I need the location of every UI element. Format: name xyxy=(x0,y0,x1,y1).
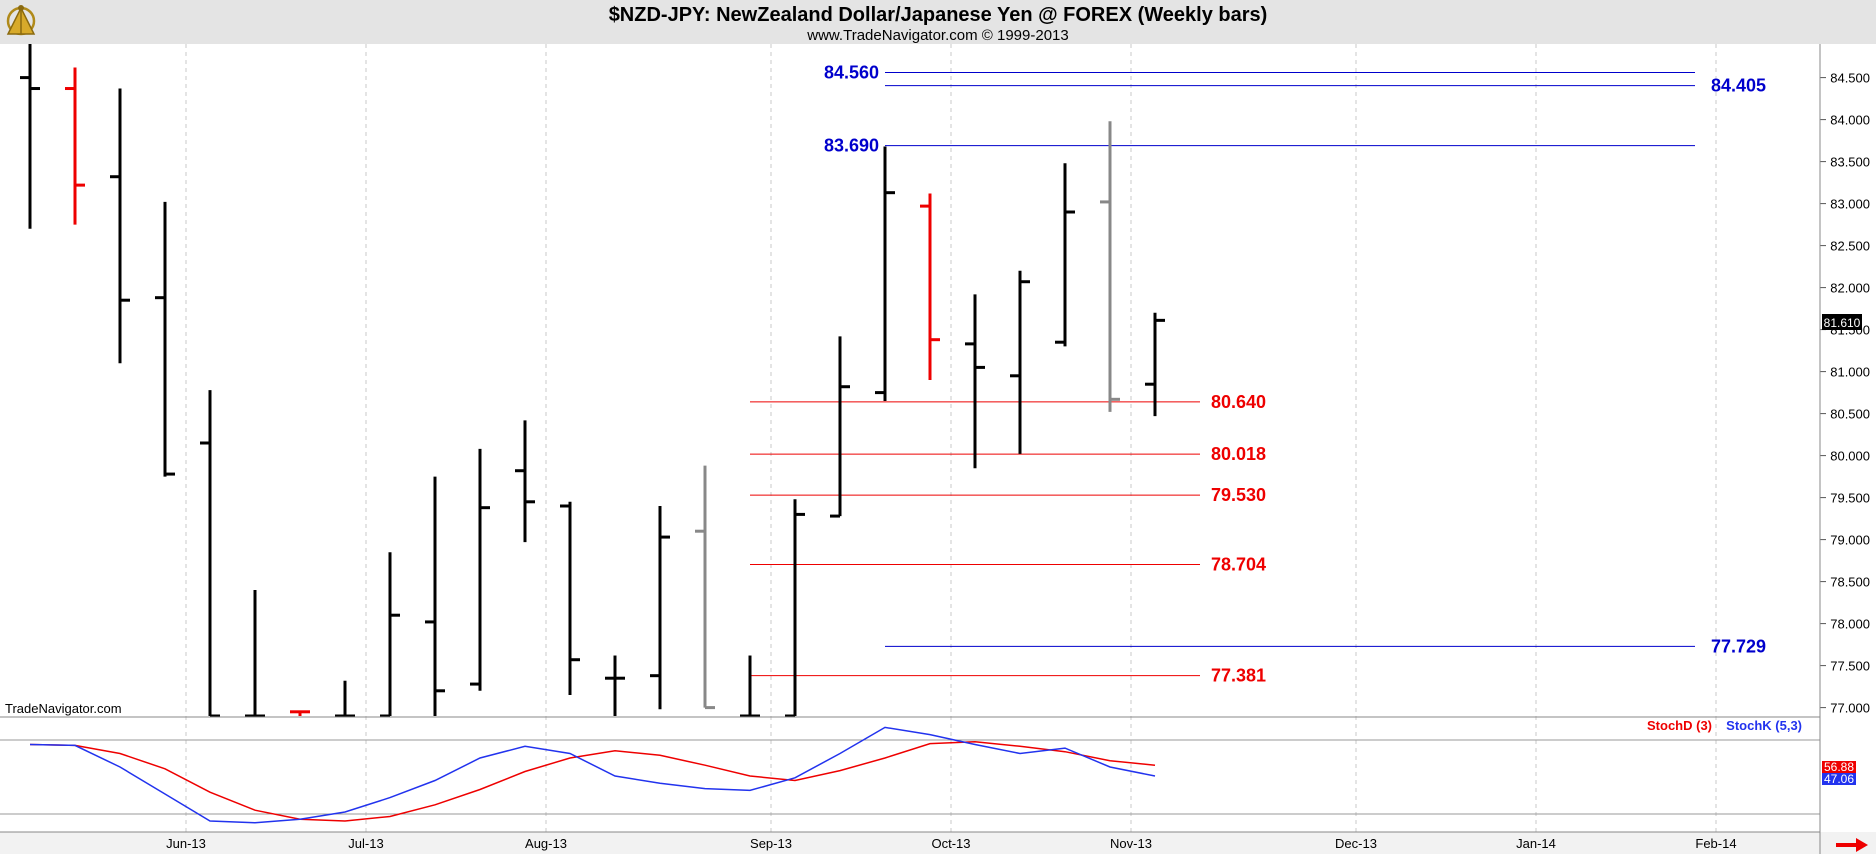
y-tick-label: 79.000 xyxy=(1830,533,1870,548)
y-tick-label: 83.000 xyxy=(1830,197,1870,212)
x-tick-label: Jun-13 xyxy=(166,836,206,851)
stoch-k-badge xyxy=(1822,773,1856,785)
y-tick-label: 80.000 xyxy=(1830,449,1870,464)
ohlc-bar xyxy=(875,146,895,401)
y-tick-label: 84.000 xyxy=(1830,113,1870,128)
x-tick-label: Jul-13 xyxy=(348,836,383,851)
x-axis-tick-labels: Jun-13 Jul-13 Aug-13 Sep-13 Oct-13 Nov-13 Dec-… xyxy=(166,836,1736,851)
support-label: 80.018 xyxy=(1211,444,1266,464)
last-price-badge xyxy=(1822,314,1862,330)
x-tick-label: Jan-14 xyxy=(1516,836,1556,851)
ohlc-bar xyxy=(920,193,940,380)
x-tick-label: Aug-13 xyxy=(525,836,567,851)
y-tick-label: 79.500 xyxy=(1830,491,1870,506)
ohlc-bar xyxy=(200,390,220,718)
y-tick-label: 82.500 xyxy=(1830,239,1870,254)
ohlc-bar xyxy=(380,552,400,718)
support-label: 77.381 xyxy=(1211,666,1266,686)
vertical-gridlines xyxy=(185,44,1717,832)
ohlc-bar xyxy=(1145,312,1165,417)
y-tick-label: 83.500 xyxy=(1830,155,1870,170)
x-tick-label: Oct-13 xyxy=(931,836,970,851)
ohlc-bar xyxy=(605,655,625,716)
stoch-d-badge xyxy=(1822,761,1856,773)
ohlc-bar xyxy=(695,465,715,710)
ohlc-bar xyxy=(740,655,760,718)
x-tick-label: Nov-13 xyxy=(1110,836,1152,851)
ohlc-bar xyxy=(785,499,805,718)
ohlc-bar xyxy=(1100,121,1120,412)
y-axis-tick-labels: 84.50084.00083.50083.00082.50082.00081.5… xyxy=(1830,71,1870,716)
watermark-text: TradeNavigator.com xyxy=(5,701,122,716)
ohlc-bar xyxy=(965,294,985,469)
ohlc-bar xyxy=(110,88,130,364)
y-tick-label: 78.500 xyxy=(1830,575,1870,590)
ohlc-bar xyxy=(515,420,535,543)
y-tick-label: 80.500 xyxy=(1830,407,1870,422)
stochastic-pane[interactable]: StochD (3) StochK (5,3) 56.88 47.06 xyxy=(0,718,1856,824)
ohlc-bar xyxy=(245,590,265,718)
ohlc-bar xyxy=(1010,270,1030,454)
stoch-k-legend: StochK (5,3) xyxy=(1726,718,1802,733)
header-strip xyxy=(0,0,1876,44)
ohlc-bar xyxy=(650,506,670,710)
chart-subtitle: www.TradeNavigator.com © 1999-2013 xyxy=(806,27,1068,44)
resistance-label: 84.405 xyxy=(1711,76,1766,96)
ohlc-bar xyxy=(20,44,40,229)
ohlc-bar xyxy=(425,476,445,716)
y-tick-label: 77.500 xyxy=(1830,659,1870,674)
support-label: 79.530 xyxy=(1211,485,1266,505)
resistance-label: 83.690 xyxy=(824,136,879,156)
chart-title: $NZD-JPY: NewZealand Dollar/Japanese Yen… xyxy=(609,4,1268,26)
support-resistance-levels: 84.560 84.405 83.690 77.729 80.640 80.018 79.5… xyxy=(750,63,1766,686)
y-tick-label: 82.000 xyxy=(1830,281,1870,296)
y-tick-label: 81.000 xyxy=(1830,365,1870,380)
price-pane[interactable]: 84.560 84.405 83.690 77.729 80.640 80.018 79.5… xyxy=(0,44,1870,832)
resistance-label: 77.729 xyxy=(1711,636,1766,656)
x-tick-label: Dec-13 xyxy=(1335,836,1377,851)
arrow-right-icon[interactable] xyxy=(1836,838,1868,852)
x-axis-strip xyxy=(0,832,1876,854)
x-tick-label: Sep-13 xyxy=(750,836,792,851)
ohlc-bar xyxy=(830,336,850,518)
y-tick-label: 77.000 xyxy=(1830,701,1870,716)
sextant-icon[interactable] xyxy=(6,5,36,36)
resistance-label: 84.560 xyxy=(824,63,879,83)
support-label: 80.640 xyxy=(1211,392,1266,412)
y-tick-label: 78.000 xyxy=(1830,617,1870,632)
ohlc-bar xyxy=(65,67,85,225)
ohlc-bar xyxy=(560,501,580,695)
stoch-k-last: 47.06 xyxy=(1824,772,1854,786)
stoch-k-line xyxy=(29,726,1156,824)
stoch-d-legend: StochD (3) xyxy=(1647,718,1712,733)
ohlc-bar xyxy=(155,201,175,477)
stoch-d-last: 56.88 xyxy=(1824,760,1854,774)
ohlc-bar xyxy=(1055,163,1075,347)
support-label: 78.704 xyxy=(1211,554,1266,574)
ohlc-bars xyxy=(20,44,1165,718)
ohlc-bar xyxy=(470,448,490,691)
x-tick-label: Feb-14 xyxy=(1695,836,1736,851)
last-price-value: 81.610 xyxy=(1824,316,1861,330)
ohlc-bar xyxy=(290,710,310,716)
y-tick-label: 84.500 xyxy=(1830,71,1870,86)
ohlc-bar xyxy=(335,680,355,718)
